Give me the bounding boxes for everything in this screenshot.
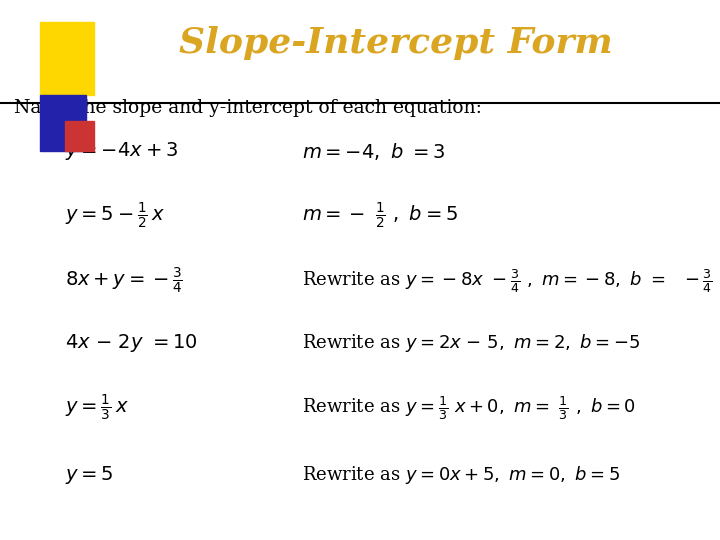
- Text: $y = \frac{1}{3}\,x$: $y = \frac{1}{3}\,x$: [65, 393, 129, 423]
- Text: Rewrite as $y = 0x + 5,\ m = 0,\ b = 5$: Rewrite as $y = 0x + 5,\ m = 0,\ b = 5$: [302, 464, 621, 486]
- Bar: [65, 122, 94, 151]
- Text: $m = \mathrm{-4,}\ b\ \mathrm{=3}$: $m = \mathrm{-4,}\ b\ \mathrm{=3}$: [302, 141, 446, 161]
- Text: Rewrite as $y = \frac{1}{3}\ x + 0,\ m =\ \frac{1}{3}\ ,\ b = 0$: Rewrite as $y = \frac{1}{3}\ x + 0,\ m =…: [302, 394, 636, 422]
- Text: $y = 5$: $y = 5$: [65, 464, 114, 486]
- Text: Name the slope and y-intercept of each equation:: Name the slope and y-intercept of each e…: [14, 99, 482, 117]
- Text: $y = \mathit{-4x} + 3$: $y = \mathit{-4x} + 3$: [65, 140, 178, 162]
- Text: $y = 5 - \frac{1}{2}\,x$: $y = 5 - \frac{1}{2}\,x$: [65, 201, 165, 231]
- Bar: [40, 22, 94, 94]
- Text: $m = -\ \frac{1}{2}\ ,\ b = 5$: $m = -\ \frac{1}{2}\ ,\ b = 5$: [302, 201, 459, 231]
- Text: $8x + y = -\frac{3}{4}$: $8x + y = -\frac{3}{4}$: [65, 266, 183, 296]
- Text: Rewrite as $y = -8x\ -\frac{3}{4}\ ,\ m = -8,\ b\ =\ \ -\frac{3}{4}$: Rewrite as $y = -8x\ -\frac{3}{4}\ ,\ m …: [302, 267, 714, 295]
- Text: Rewrite as $y = 2x\ \mathrm{-}\ 5,\ m = 2,\ b = \mathrm{-5}$: Rewrite as $y = 2x\ \mathrm{-}\ 5,\ m = …: [302, 332, 641, 354]
- Bar: [40, 94, 86, 151]
- Text: $4x\ \mathrm{-}\ 2y\ \mathrm{=10}$: $4x\ \mathrm{-}\ 2y\ \mathrm{=10}$: [65, 332, 197, 354]
- Text: Slope-Intercept Form: Slope-Intercept Form: [179, 26, 613, 60]
